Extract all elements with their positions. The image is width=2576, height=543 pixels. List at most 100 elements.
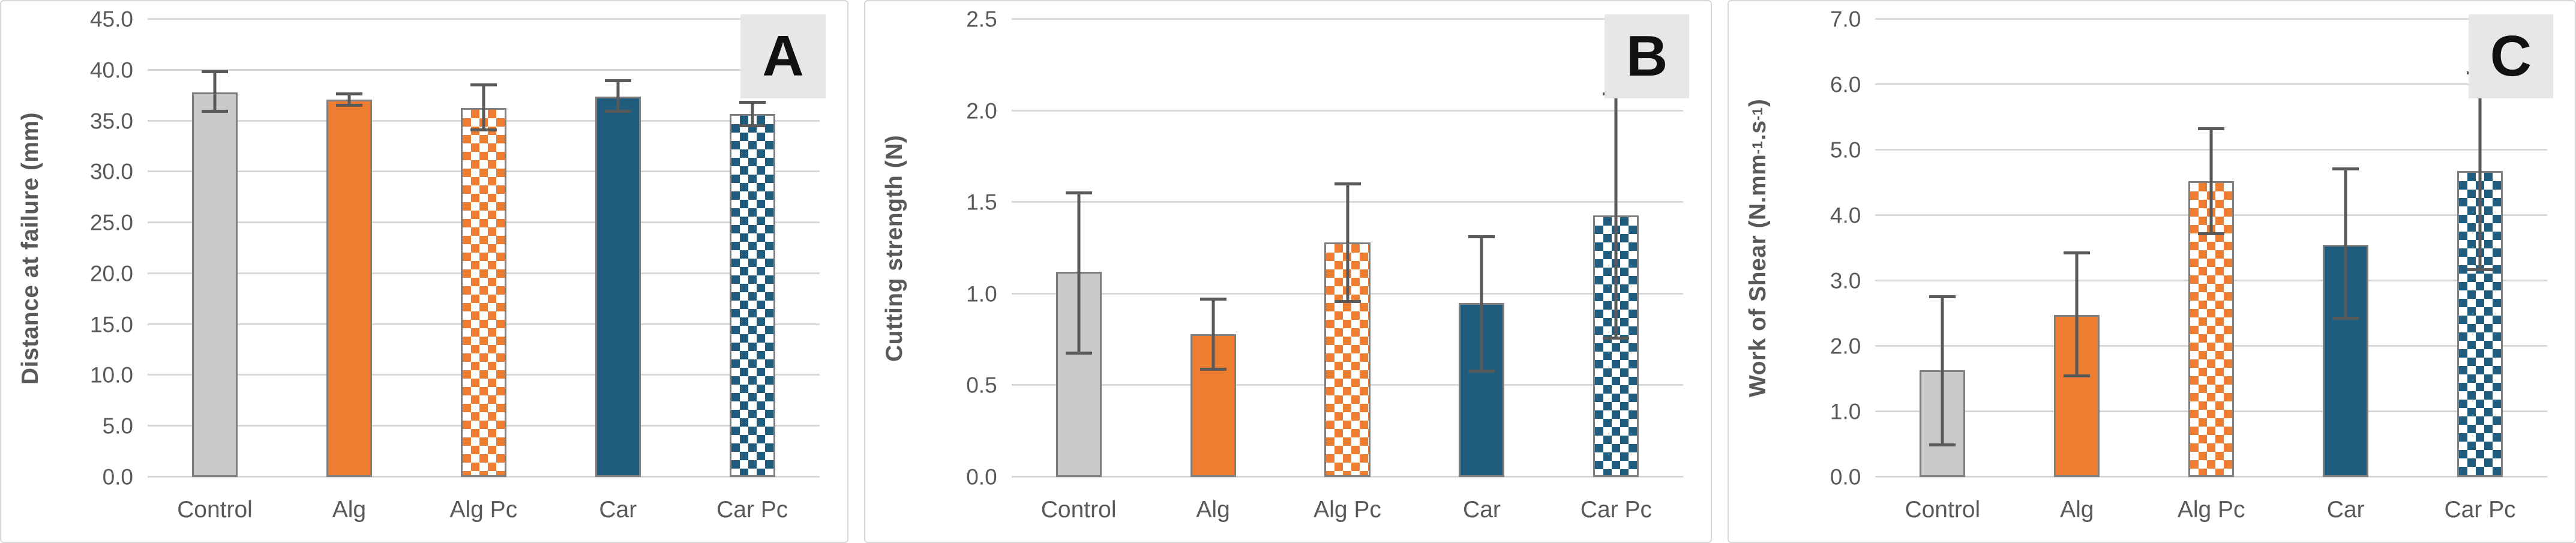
error-bar-cap-bottom [1334, 300, 1361, 304]
error-bar-cap-bottom [2198, 232, 2225, 235]
bar-car-pc [729, 113, 775, 477]
error-bar-line [1614, 92, 1618, 340]
panel-letter-c: C [2468, 14, 2554, 98]
x-label-alg-pc: Alg Pc [1314, 497, 1381, 523]
x-label-alg: Alg [2060, 497, 2094, 523]
error-bar-line [347, 92, 351, 107]
x-category-labels-b: Control Alg Alg Pc Car Car Pc [1012, 477, 1684, 535]
y-tick-label: 0.0 [966, 464, 997, 490]
error-bar-cap-bottom [2064, 374, 2091, 378]
error-bar-car-pc [2467, 71, 2494, 271]
y-tick-label: 25.0 [89, 210, 133, 235]
y-tick-label: 10.0 [89, 362, 133, 388]
error-bar-line [2478, 71, 2482, 271]
error-bar-cap-top [335, 92, 362, 96]
x-label-alg: Alg [1196, 497, 1230, 523]
error-bar-alg-pc [1334, 182, 1361, 304]
y-tick-label: 2.0 [1830, 334, 1861, 359]
chart-panel-a: Distance at failure (mm) 0.0 5.0 10.0 15.0 20… [0, 0, 848, 543]
y-tick-label: 15.0 [89, 312, 133, 337]
error-bar-line [1077, 191, 1081, 355]
error-bar-cap-bottom [1199, 367, 1226, 371]
error-bar-line [2344, 167, 2347, 320]
x-label-control: Control [1040, 497, 1117, 523]
error-bar-cap-bottom [2332, 317, 2359, 320]
error-bar-car [2332, 167, 2359, 320]
x-label-alg-pc: Alg Pc [2177, 497, 2245, 523]
gridline [1875, 83, 2548, 85]
x-label-car: Car [2326, 497, 2365, 523]
x-label-control: Control [1905, 497, 1981, 523]
y-tick-label: 2.0 [966, 98, 997, 124]
error-bar-control [1929, 295, 1956, 446]
y-tick-label: 0.0 [1830, 464, 1861, 490]
x-label-car: Car [1463, 497, 1501, 523]
error-bar-cap-top [2332, 167, 2359, 171]
x-label-alg: Alg [332, 497, 367, 523]
error-bar-cap-top [604, 79, 631, 83]
y-tick-label: 3.0 [1830, 268, 1861, 293]
y-tick-label: 40.0 [89, 58, 133, 83]
error-bar-alg [1199, 297, 1226, 371]
error-bar-cap-top [1065, 191, 1092, 194]
y-tick-label: 45.0 [89, 7, 133, 32]
error-bar-cap-bottom [2467, 268, 2494, 271]
error-bar-line [2075, 251, 2079, 378]
y-axis-title-c: Work of Shear (N.mm -1 .s -1) [1745, 98, 1771, 398]
y-tick-label: 5.0 [102, 413, 133, 439]
gridline [148, 18, 820, 20]
y-tick-label: 35.0 [89, 109, 133, 134]
bar-alg-pc [460, 107, 506, 477]
error-bar-cap-bottom [335, 103, 362, 107]
panel-letter-b: B [1605, 14, 1690, 98]
plot-area-a [148, 18, 820, 478]
error-bar-cap-bottom [201, 110, 228, 113]
error-bar-line [1480, 235, 1483, 373]
chart-panel-b: Cutting strength (N) 0.0 0.5 1.0 1.5 2.0 2.5 Co… [863, 0, 1713, 543]
error-bar-cap-bottom [1929, 443, 1956, 446]
y-tick-labels-b: 0.0 0.5 1.0 1.5 2.0 2.5 [926, 8, 1001, 488]
y-tick-label: 7.0 [1830, 7, 1861, 32]
error-bar-line [751, 100, 754, 127]
error-bar-cap-bottom [604, 110, 631, 113]
bar-car-pc [2457, 170, 2503, 477]
error-bar-line [1346, 182, 1349, 304]
error-bar-cap-bottom [1468, 370, 1495, 373]
error-bar-cap-top [201, 70, 228, 73]
y-axis-title-a: Distance at failure (mm) [17, 112, 43, 385]
y-tick-label: 1.0 [1830, 399, 1861, 424]
bar-car [595, 96, 641, 477]
error-bar-car-pc [739, 100, 766, 127]
error-bar-line [213, 70, 217, 113]
error-bar-cap-top [1468, 235, 1495, 239]
error-bar-line [1941, 295, 1944, 446]
error-bar-cap-top [2064, 251, 2091, 254]
x-label-alg-pc: Alg Pc [449, 497, 518, 523]
y-tick-label: 1.0 [966, 281, 997, 307]
error-bar-line [616, 79, 620, 113]
error-bar-line [1211, 297, 1215, 371]
error-bar-line [482, 83, 485, 131]
gridline [148, 68, 820, 71]
chart-panel-c: Work of Shear (N.mm -1 .s -1) 0.0 1.0 2.0 3.0 4.… [1728, 0, 2576, 543]
error-bar-car [604, 79, 631, 113]
y-tick-label: 5.0 [1830, 137, 1861, 163]
error-bar-cap-top [1199, 297, 1226, 301]
y-tick-labels-c: 0.0 1.0 2.0 3.0 4.0 5.0 6.0 7.0 [1790, 8, 1864, 488]
gridline [1875, 18, 2548, 20]
bar-alg-pc [1324, 242, 1371, 477]
plot-area-b [1011, 18, 1684, 478]
y-tick-label: 0.0 [102, 464, 133, 490]
error-bar-cap-bottom [739, 124, 766, 127]
error-bar-car [1468, 235, 1495, 373]
x-category-labels-c: Control Alg Alg Pc Car Car Pc [1875, 477, 2547, 535]
x-label-car-pc: Car Pc [2444, 497, 2516, 523]
error-bar-cap-top [470, 83, 497, 86]
error-bar-cap-top [1334, 182, 1361, 185]
error-bar-control [201, 70, 228, 113]
y-tick-label: 1.5 [966, 190, 997, 215]
y-tick-label: 20.0 [89, 261, 133, 286]
bar-alg-pc [2188, 181, 2235, 477]
error-bar-alg [335, 92, 362, 107]
y-tick-label: 30.0 [89, 159, 133, 184]
